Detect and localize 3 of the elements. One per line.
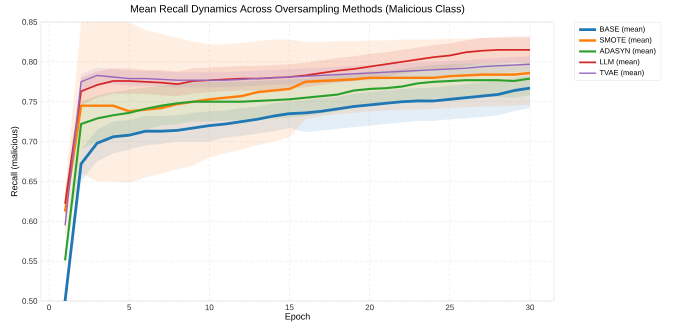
chart-title: Mean Recall Dynamics Across Oversampling Methods (Malicious Class) <box>130 4 464 15</box>
x-axis-title: Epoch <box>286 313 310 322</box>
y-axis-title: Recall (malicious) <box>10 126 20 196</box>
